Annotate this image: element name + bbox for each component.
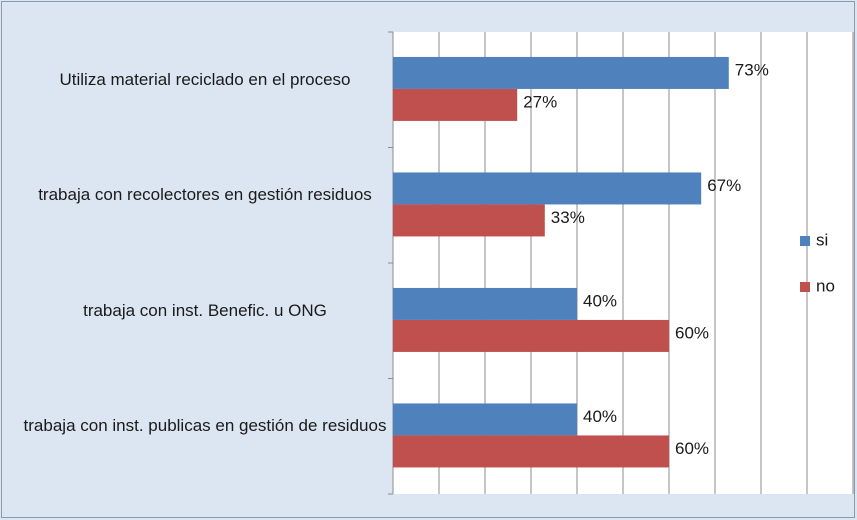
bar <box>393 403 577 436</box>
bar <box>393 172 702 205</box>
value-label: 60% <box>675 439 709 458</box>
value-label: 67% <box>707 176 741 195</box>
value-label: 33% <box>551 208 585 227</box>
value-label: 27% <box>523 92 557 111</box>
legend-swatch <box>800 236 810 246</box>
bar <box>393 287 577 320</box>
legend-swatch <box>800 282 810 292</box>
category-label: Utiliza material reciclado en el proceso <box>59 69 351 89</box>
bar <box>393 88 518 121</box>
value-label: 60% <box>675 323 709 342</box>
bar <box>393 56 729 89</box>
bar <box>393 204 545 237</box>
bar <box>393 435 669 468</box>
category-label: trabaja con recolectores en gestión resi… <box>38 185 372 205</box>
legend-label: no <box>816 276 835 295</box>
category-label: trabaja con inst. publicas en gestión de… <box>23 416 387 436</box>
value-label: 40% <box>583 291 617 310</box>
category-label: trabaja con inst. Benefic. u ONG <box>83 300 327 320</box>
bar <box>393 319 669 352</box>
legend-label: si <box>816 230 828 249</box>
value-label: 40% <box>583 407 617 426</box>
value-label: 73% <box>735 60 769 79</box>
